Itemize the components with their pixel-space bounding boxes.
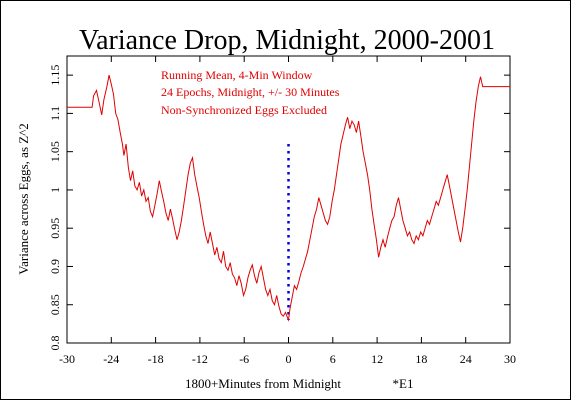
y-axis-label: Variance across Eggs, as Z^2 xyxy=(16,123,31,275)
x-tick-label: 0 xyxy=(286,352,292,366)
x-tick-label: -12 xyxy=(192,352,208,366)
annotation-window: Running Mean, 4-Min Window xyxy=(161,68,313,82)
annotation-epochs: 24 Epochs, Midnight, +/- 30 Minutes xyxy=(161,85,340,99)
y-tick-label: 0.85 xyxy=(48,294,62,315)
x-axis-note: *E1 xyxy=(393,376,414,391)
x-tick-label: -6 xyxy=(239,352,249,366)
chart-title: Variance Drop, Midnight, 2000-2001 xyxy=(79,25,495,56)
y-tick-label: 1.1 xyxy=(48,106,62,121)
y-tick-label: 1 xyxy=(48,187,62,193)
y-axis: 0.8 0.85 0.9 0.95 1 1.05 1.1 1.15 xyxy=(48,65,510,351)
x-axis: -30 -24 -18 -12 -6 0 6 12 18 24 30 xyxy=(59,56,516,366)
annotation-exclusion: Non-Synchronized Eggs Excluded xyxy=(161,103,327,117)
annotations: Running Mean, 4-Min Window 24 Epochs, Mi… xyxy=(161,68,340,117)
y-tick-label: 0.95 xyxy=(48,218,62,239)
x-axis-label: 1800+Minutes from Midnight xyxy=(185,376,341,391)
x-tick-label: -24 xyxy=(103,352,119,366)
y-tick-label: 1.05 xyxy=(48,141,62,162)
x-tick-label: -30 xyxy=(59,352,75,366)
y-tick-label: 1.15 xyxy=(48,65,62,86)
y-tick-label: 0.9 xyxy=(48,259,62,274)
x-tick-label: 30 xyxy=(504,352,516,366)
x-tick-label: 24 xyxy=(460,352,472,366)
x-tick-label: 18 xyxy=(415,352,427,366)
y-tick-label: 0.8 xyxy=(48,336,62,351)
x-tick-label: -18 xyxy=(148,352,164,366)
x-tick-label: 6 xyxy=(330,352,336,366)
series-line xyxy=(67,74,510,322)
x-tick-label: 12 xyxy=(371,352,383,366)
